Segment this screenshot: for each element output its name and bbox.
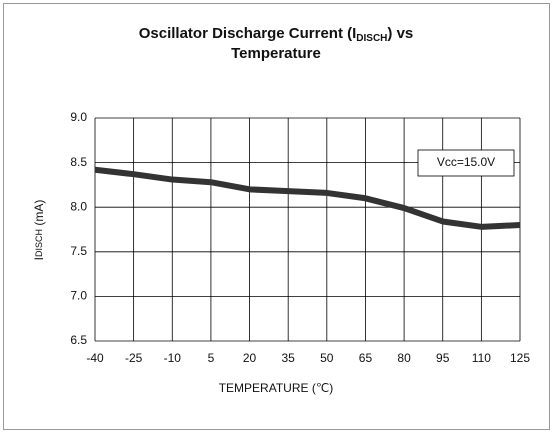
title-part: ) vs [387,25,413,42]
title-part: Oscillator Discharge Current (I [139,25,357,42]
x-tick-label: 50 [320,351,334,365]
x-tick-label: -40 [86,351,104,365]
y-tick-label: 6.5 [70,333,87,347]
annotation-box [417,149,515,177]
frame [3,3,550,430]
x-tick-label: 110 [472,351,491,365]
chart-title-line2: Temperature [231,45,321,62]
ylabel-part: (mA) [32,200,46,229]
y-tick-label: 7.5 [70,244,87,258]
x-tick-label: 35 [282,351,296,365]
x-tick-label: -25 [125,351,143,365]
chart-title: Oscillator Discharge Current (IDISCH) vs [139,25,414,44]
x-tick-label: -10 [164,351,182,365]
y-axis-label: IDISCH (mA) [32,200,46,261]
x-tick-label: 125 [510,351,530,365]
y-tick-label: 9.0 [70,110,87,124]
x-axis-label: TEMPERATURE (℃) [219,381,334,395]
y-tick-label: 8.0 [70,199,87,213]
x-tick-label: 20 [243,351,257,365]
x-tick-label: 80 [397,351,411,365]
y-tick-label: 8.5 [70,155,87,169]
x-tick-label: 5 [208,351,215,365]
data-line [94,166,521,230]
ylabel-part: I [32,257,46,260]
title-subscript: DISCH [356,33,387,44]
ylabel-part: DISCH [34,229,44,257]
annotation: Vcc=15.0V [437,155,495,169]
x-tick-label: 65 [359,351,373,365]
x-tick-label: 95 [436,351,450,365]
y-tick-label: 7.0 [70,289,87,303]
